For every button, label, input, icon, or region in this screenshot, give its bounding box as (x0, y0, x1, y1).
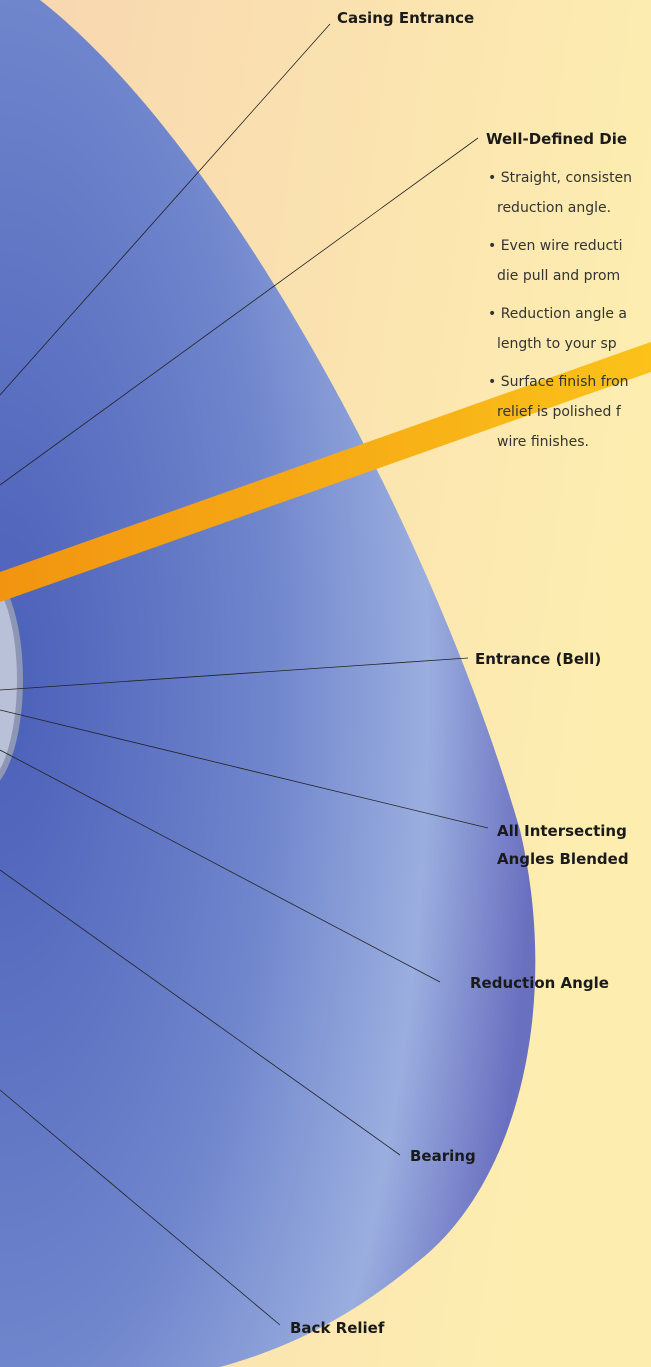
bullet-line: die pull and prom (497, 268, 620, 284)
bullet-list: • Straight, consisten reduction angle. • E… (488, 170, 632, 450)
bullet-line: • Straight, consisten (488, 170, 632, 186)
bullet-line: • Reduction angle a (488, 306, 627, 322)
bullet-line: wire finishes. (497, 434, 589, 450)
leader-line (0, 137, 479, 486)
leader-line (0, 1089, 281, 1326)
die-bore (0, 579, 23, 781)
leader-line (0, 869, 401, 1156)
bullet-line: • Even wire reducti (488, 238, 623, 254)
label: Bearing (410, 1147, 476, 1165)
label: Casing Entrance (337, 9, 474, 27)
label: Reduction Angle (470, 974, 609, 992)
leader-lines (0, 23, 489, 1326)
leader-line (0, 657, 469, 691)
leader-line (0, 749, 441, 983)
leader-line (0, 709, 489, 829)
bullet-line: relief is polished f (497, 404, 622, 420)
die-disc (0, 0, 536, 1367)
bullet-line: • Surface finish fron (488, 374, 629, 390)
label: Angles Blended (497, 850, 629, 868)
label: Entrance (Bell) (475, 650, 601, 668)
panel-title: Well-Defined Die (486, 130, 627, 148)
label: Back Relief (290, 1319, 385, 1337)
label: All Intersecting (497, 822, 627, 840)
bullet-line: reduction angle. (497, 200, 611, 216)
bullet-line: length to your sp (497, 336, 617, 352)
leader-line (0, 23, 331, 396)
wire-stripe (0, 342, 651, 602)
